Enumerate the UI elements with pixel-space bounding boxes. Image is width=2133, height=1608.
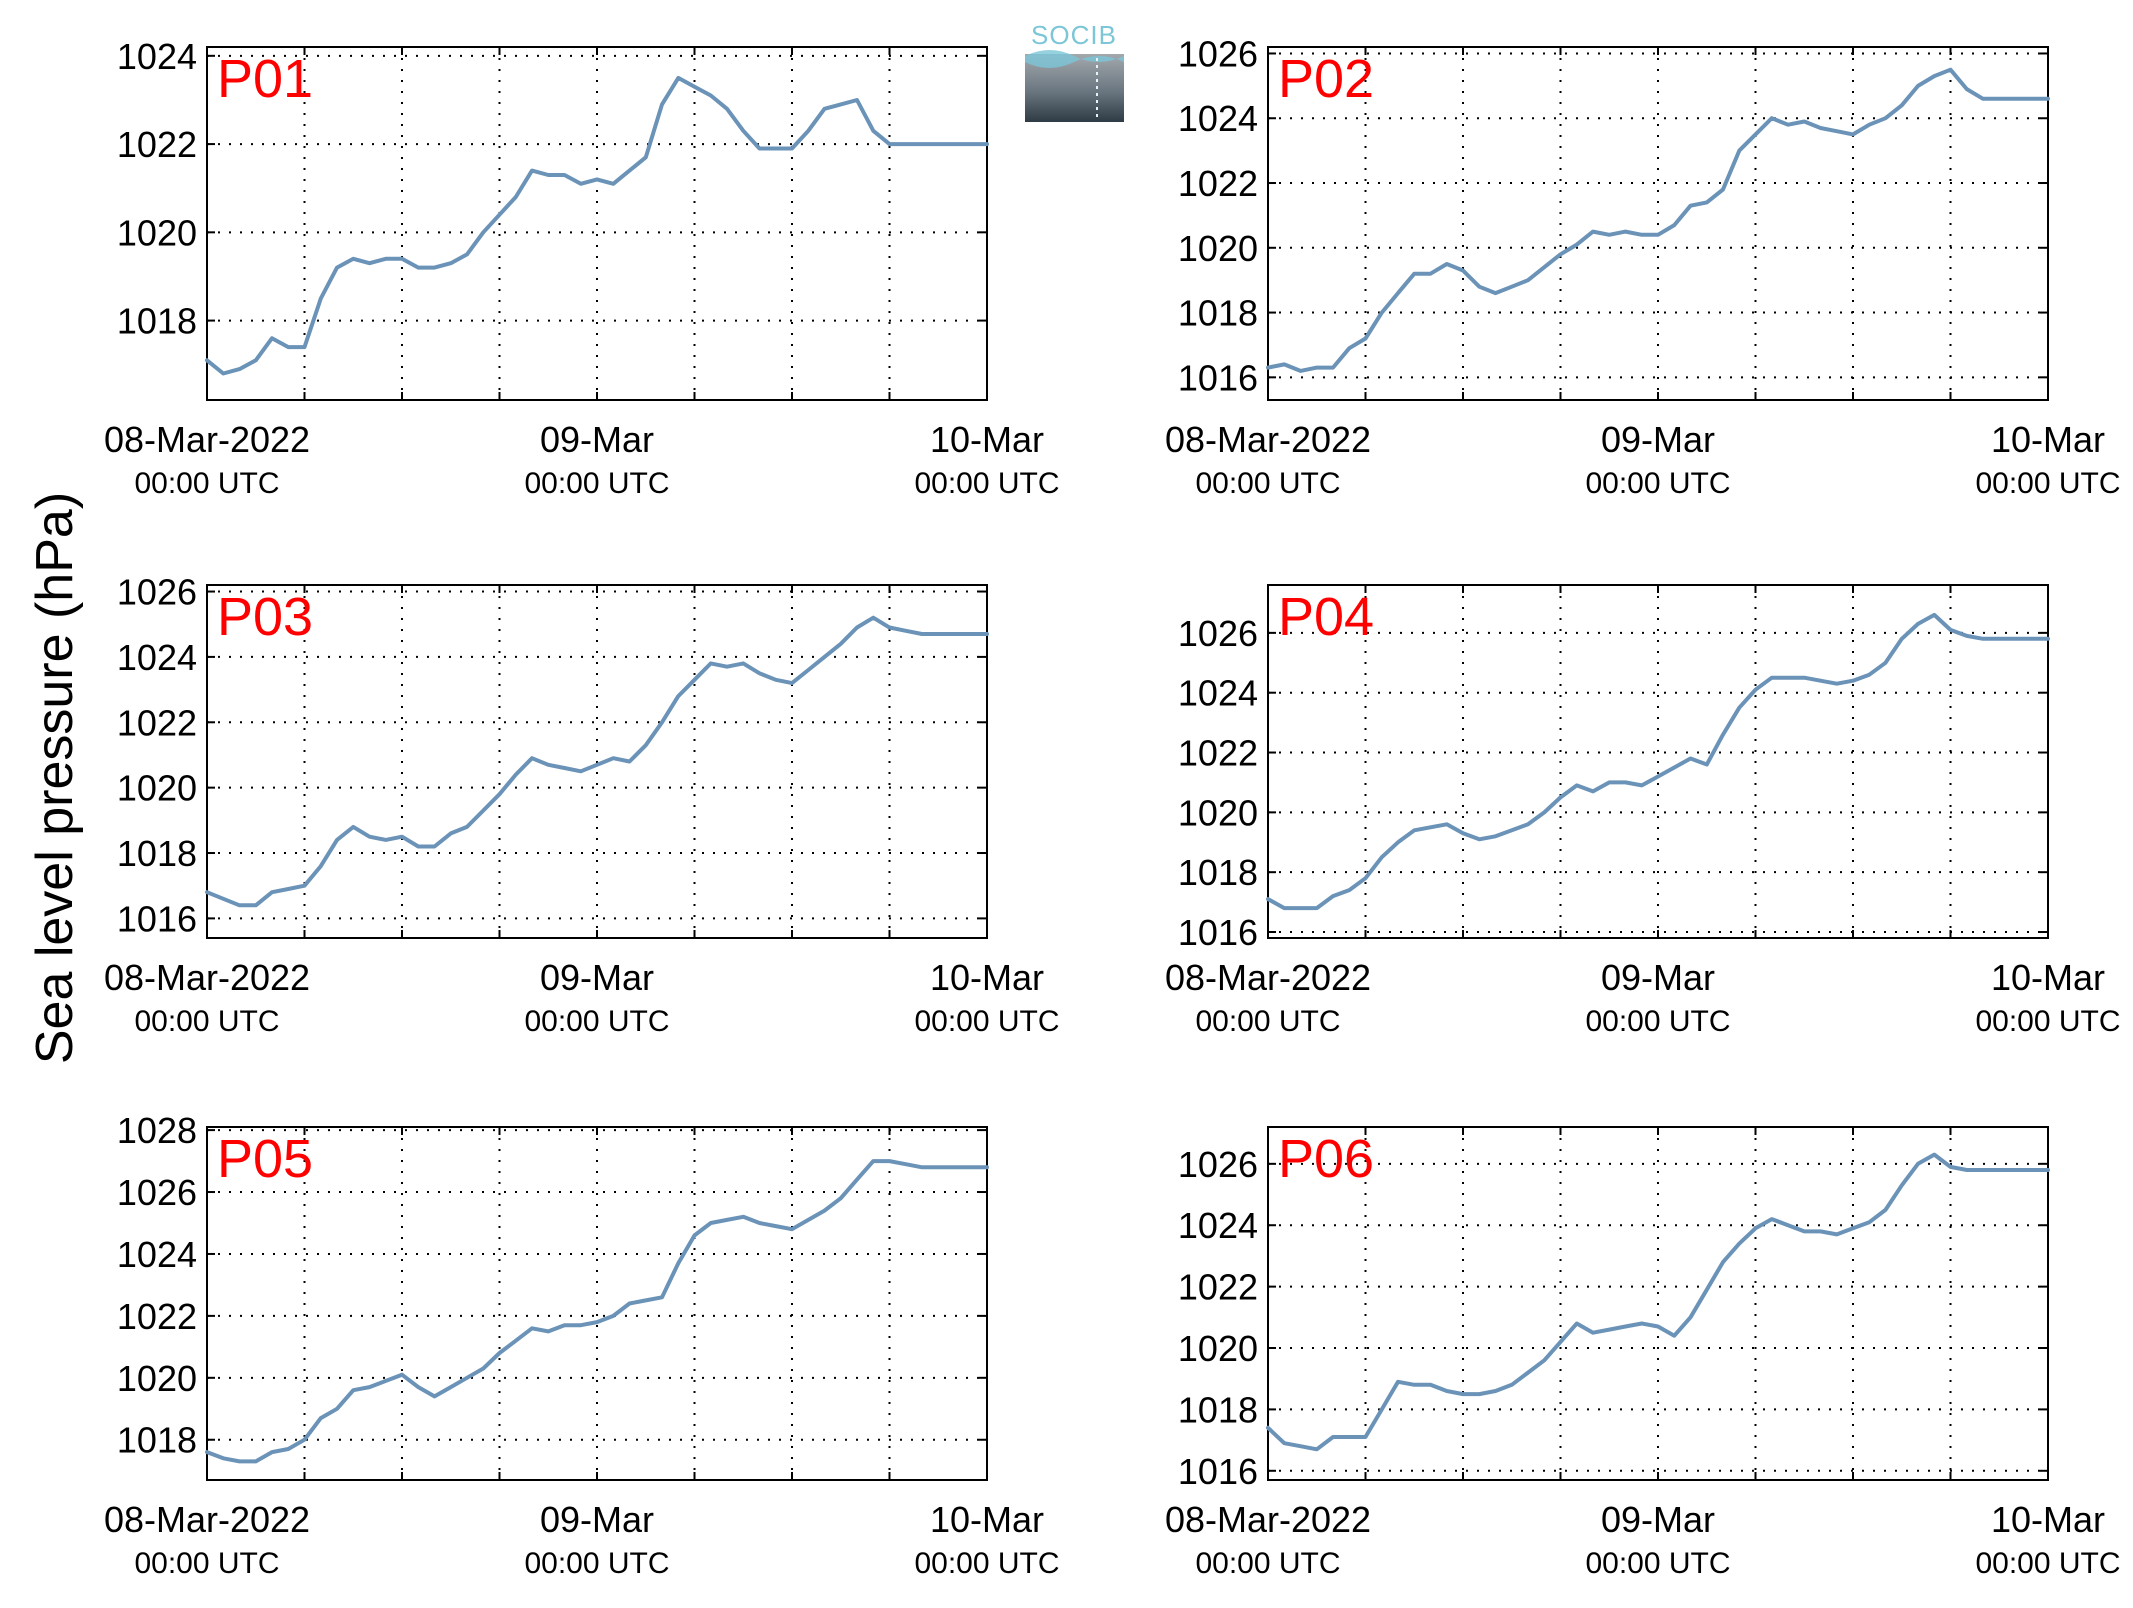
x-tick-label-time: 00:00 UTC [134, 1005, 279, 1038]
x-tick-label-time: 00:00 UTC [134, 1547, 279, 1580]
socib-logo: SOCIB [1025, 14, 1124, 122]
chart-panel-4: 1016 1018 1020 1022 1024 1026 08-Mar-2022 00:00… [1165, 584, 2121, 1038]
y-tick-label: 1022 [1178, 733, 1258, 774]
panel-label: P04 [1278, 587, 1374, 647]
y-tick-label: 1018 [117, 1420, 197, 1461]
x-tick-label-time: 00:00 UTC [1195, 467, 1340, 500]
y-tick-label: 1016 [1178, 357, 1258, 398]
x-tick-label-date: 10-Mar [930, 419, 1044, 460]
y-tick-label: 1020 [117, 768, 197, 809]
x-tick-label-time: 00:00 UTC [1585, 1547, 1730, 1580]
y-axis-label: Sea level pressure (hPa) [26, 492, 84, 1064]
y-tick-label: 1020 [117, 212, 197, 253]
x-tick-label-date: 10-Mar [1991, 957, 2105, 998]
y-tick-label: 1022 [117, 1296, 197, 1337]
y-tick-label: 1026 [1178, 613, 1258, 654]
y-tick-label: 1024 [1178, 1205, 1258, 1246]
y-tick-label: 1020 [1178, 1328, 1258, 1369]
y-tick-label: 1022 [117, 702, 197, 743]
x-tick-label-date: 09-Mar [1601, 957, 1715, 998]
y-tick-label: 1020 [1178, 228, 1258, 269]
y-tick-label: 1018 [117, 833, 197, 874]
y-tick-label: 1022 [1178, 163, 1258, 204]
x-tick-label-date: 08-Mar-2022 [104, 957, 310, 998]
pressure-series-line [205, 1159, 989, 1464]
y-tick-label: 1024 [117, 36, 197, 77]
y-tick-label: 1022 [117, 124, 197, 165]
y-tick-label: 1024 [1178, 98, 1258, 139]
y-tick-label: 1018 [1178, 1389, 1258, 1430]
x-tick-label-time: 00:00 UTC [524, 1547, 669, 1580]
x-tick-label-time: 00:00 UTC [1975, 1547, 2120, 1580]
x-tick-label-time: 00:00 UTC [1585, 467, 1730, 500]
x-tick-label-time: 00:00 UTC [1975, 467, 2120, 500]
x-tick-label-time: 00:00 UTC [1585, 1005, 1730, 1038]
chart-panel-5: 1018 1020 1022 1024 1026 1028 08-Mar-2022 00:00… [104, 1110, 1060, 1580]
pressure-series-line [205, 615, 989, 908]
y-tick-label: 1026 [1178, 33, 1258, 74]
y-tick-label: 1020 [117, 1358, 197, 1399]
y-tick-label: 1024 [1178, 673, 1258, 714]
y-tick-label: 1024 [117, 1234, 197, 1275]
pressure-series-line [205, 75, 989, 376]
y-tick-label: 1016 [1178, 1451, 1258, 1492]
chart-panel-3: 1016 1018 1020 1022 1024 1026 08-Mar-2022 00:00… [104, 572, 1060, 1038]
y-tick-label: 1028 [117, 1110, 197, 1151]
y-tick-label: 1026 [117, 1172, 197, 1213]
y-tick-label: 1026 [117, 572, 197, 613]
y-tick-label: 1024 [117, 637, 197, 678]
y-tick-label: 1022 [1178, 1267, 1258, 1308]
y-tick-label: 1026 [1178, 1144, 1258, 1185]
x-tick-label-date: 08-Mar-2022 [1165, 957, 1371, 998]
x-tick-label-date: 08-Mar-2022 [104, 419, 310, 460]
panel-label: P06 [1278, 1129, 1374, 1189]
panel-label: P01 [217, 49, 313, 109]
x-tick-label-date: 08-Mar-2022 [104, 1499, 310, 1540]
x-tick-label-time: 00:00 UTC [914, 467, 1059, 500]
y-tick-label: 1018 [1178, 293, 1258, 334]
chart-panel-2: 1016 1018 1020 1022 1024 1026 08-Mar-2022 00:00… [1165, 33, 2121, 500]
y-tick-label: 1020 [1178, 792, 1258, 833]
y-tick-label: 1016 [1178, 912, 1258, 953]
x-tick-label-date: 10-Mar [1991, 419, 2105, 460]
x-tick-label-time: 00:00 UTC [1195, 1547, 1340, 1580]
x-tick-label-date: 08-Mar-2022 [1165, 419, 1371, 460]
y-tick-label: 1016 [117, 898, 197, 939]
chart-panel-1: 1018 1020 1022 1024 08-Mar-2022 00:00 UTC 09-M… [104, 36, 1060, 500]
x-tick-label-date: 08-Mar-2022 [1165, 1499, 1371, 1540]
x-tick-label-date: 09-Mar [540, 1499, 654, 1540]
x-tick-label-date: 09-Mar [540, 419, 654, 460]
x-tick-label-time: 00:00 UTC [914, 1005, 1059, 1038]
chart-panel-6: 1016 1018 1020 1022 1024 1026 08-Mar-2022 00:00… [1165, 1126, 2121, 1580]
x-tick-label-time: 00:00 UTC [524, 1005, 669, 1038]
y-tick-label: 1018 [117, 301, 197, 342]
x-tick-label-date: 10-Mar [930, 1499, 1044, 1540]
x-tick-label-date: 09-Mar [540, 957, 654, 998]
logo-wordmark: SOCIB [1031, 20, 1117, 50]
x-tick-label-time: 00:00 UTC [1195, 1005, 1340, 1038]
panel-label: P02 [1278, 49, 1374, 109]
x-tick-label-time: 00:00 UTC [134, 467, 279, 500]
x-tick-label-time: 00:00 UTC [1975, 1005, 2120, 1038]
panel-label: P03 [217, 587, 313, 647]
x-tick-label-date: 09-Mar [1601, 419, 1715, 460]
x-tick-label-date: 10-Mar [930, 957, 1044, 998]
x-tick-label-date: 09-Mar [1601, 1499, 1715, 1540]
pressure-series-line [1266, 67, 2050, 373]
x-tick-label-time: 00:00 UTC [914, 1547, 1059, 1580]
y-tick-label: 1018 [1178, 852, 1258, 893]
panel-label: P05 [217, 1129, 313, 1189]
x-tick-label-date: 10-Mar [1991, 1499, 2105, 1540]
pressure-series-line [1266, 612, 2050, 911]
pressure-series-line [1266, 1152, 2050, 1452]
x-tick-label-time: 00:00 UTC [524, 467, 669, 500]
